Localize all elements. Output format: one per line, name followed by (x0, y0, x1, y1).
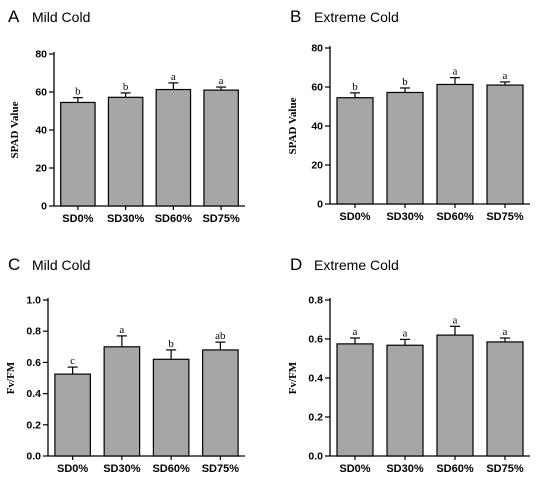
x-tick-label: SD0% (339, 463, 370, 475)
chart-title: Mild Cold (32, 9, 90, 25)
significance-label: b (352, 81, 358, 93)
x-tick-label: SD60% (152, 463, 190, 475)
bar (54, 373, 91, 457)
bar (336, 97, 374, 205)
y-tick-label: 0.2 (308, 412, 323, 424)
significance-label: ab (215, 330, 226, 342)
y-tick-label: 0.2 (26, 419, 41, 431)
chart-panel-a: A Mild Cold SPAD Value 0 20 40 60 80 b SD0% b SD30%… (8, 7, 245, 225)
significance-label: a (171, 71, 176, 83)
significance-label: a (353, 326, 358, 338)
x-tick-label: SD75% (202, 463, 240, 475)
y-tick-label: 20 (311, 160, 323, 172)
x-tick-label: SD30% (386, 211, 424, 223)
bar (386, 344, 424, 457)
y-tick-label: 40 (35, 125, 47, 137)
x-tick-label: SD60% (436, 463, 474, 475)
significance-label: b (168, 338, 174, 350)
bar (336, 343, 374, 457)
x-tick-label: SD30% (103, 463, 141, 475)
y-tick-label: 0.6 (308, 334, 323, 346)
x-tick-label: SD0% (62, 213, 93, 225)
bar (202, 349, 239, 457)
significance-label: a (453, 66, 458, 78)
chart-panel-c: C Mild Cold Fv/FM 0.0 0.2 0.4 0.6 0.8 1.0 c SD0% a S… (5, 255, 245, 475)
bar (203, 89, 239, 207)
y-tick-label: 80 (311, 43, 323, 55)
bar (436, 83, 474, 205)
significance-label: a (119, 324, 124, 336)
y-tick-label: 0.4 (308, 373, 323, 385)
x-tick-label: SD0% (57, 463, 88, 475)
chart-panel-b: B Extreme Cold SPAD Value 0 20 40 60 80 b SD0% b SD… (287, 7, 530, 223)
y-tick-label: 0.4 (26, 388, 41, 400)
y-axis-label: SPAD Value (9, 101, 21, 158)
y-axis-label: SPAD Value (287, 97, 299, 154)
panel-letter: A (8, 7, 20, 26)
y-tick-label: 0 (41, 201, 47, 213)
y-tick-label: 1.0 (26, 295, 41, 307)
chart-panel-d: D Extreme Cold Fv/FM 0.0 0.2 0.4 0.6 0.8 a SD0% a S… (287, 255, 530, 475)
x-tick-label: SD30% (386, 463, 424, 475)
y-tick-label: 0.0 (26, 451, 41, 463)
panel-letter: B (290, 7, 301, 26)
y-tick-label: 0.6 (26, 357, 41, 369)
significance-label: b (75, 86, 81, 98)
y-tick-label: 0.0 (308, 451, 323, 463)
significance-label: b (123, 81, 129, 93)
x-tick-label: SD30% (107, 213, 145, 225)
x-tick-label: SD60% (155, 213, 193, 225)
y-axis-label: Fv/FM (287, 361, 299, 394)
y-tick-label: 80 (35, 49, 47, 61)
y-axis-label: Fv/FM (5, 361, 17, 394)
panel-letter: D (290, 255, 302, 274)
y-tick-label: 0 (317, 199, 323, 211)
significance-label: a (219, 75, 224, 87)
y-tick-label: 60 (311, 82, 323, 94)
bar (103, 346, 141, 457)
bar (60, 101, 96, 207)
significance-label: a (453, 314, 458, 326)
chart-title: Extreme Cold (314, 9, 399, 25)
chart-title: Mild Cold (32, 257, 90, 273)
y-tick-label: 60 (35, 87, 47, 99)
x-tick-label: SD75% (486, 463, 524, 475)
significance-label: b (402, 76, 408, 88)
y-tick-label: 0.8 (26, 326, 41, 338)
chart-title: Extreme Cold (314, 257, 399, 273)
y-tick-label: 0.8 (308, 295, 323, 307)
bar (436, 334, 474, 457)
x-tick-label: SD0% (339, 211, 370, 223)
y-tick-label: 20 (35, 163, 47, 175)
x-tick-label: SD60% (436, 211, 474, 223)
bar (107, 96, 144, 207)
x-tick-label: SD75% (202, 213, 240, 225)
bar (386, 91, 424, 205)
panel-letter: C (8, 255, 20, 274)
y-tick-label: 40 (311, 121, 323, 133)
bar (486, 341, 524, 457)
bar (486, 84, 524, 205)
bar (152, 358, 190, 457)
significance-label: a (503, 70, 508, 82)
significance-label: a (503, 326, 508, 338)
bar (155, 88, 192, 207)
significance-label: c (70, 355, 75, 367)
significance-label: a (403, 327, 408, 339)
x-tick-label: SD75% (486, 211, 524, 223)
